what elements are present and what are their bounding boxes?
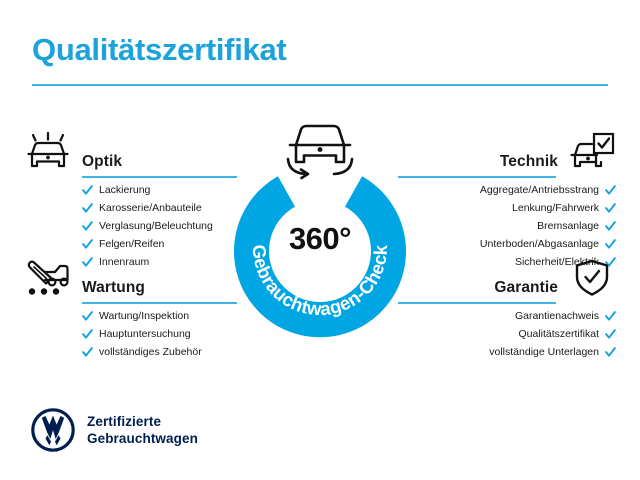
section-wartung: Wartung Wartung/Inspektion Hauptuntersuc… <box>22 256 242 365</box>
list-item: Karosserie/Anbauteile <box>22 203 242 214</box>
list-item-label: Innenraum <box>99 256 150 269</box>
shield-check-icon <box>566 256 618 300</box>
check-mark-icon <box>82 185 93 195</box>
check-mark-icon <box>605 221 616 231</box>
list-item: Wartung/Inspektion <box>22 311 242 322</box>
check-mark-icon <box>605 347 616 357</box>
list-item-label: Garantienachweis <box>514 310 599 323</box>
list-item: Innenraum <box>22 257 242 268</box>
list-item: Verglasung/Beleuchtung <box>22 221 242 232</box>
section-garantie: Garantie Garantienachweis Qualitätszerti… <box>398 256 618 365</box>
list-item: Qualitätszertifikat <box>398 329 618 340</box>
check-mark-icon <box>605 203 616 213</box>
check-mark-icon <box>82 329 93 339</box>
check-list-wartung: Wartung/Inspektion Hauptuntersuchung vol… <box>22 311 242 358</box>
section-title-garantie: Garantie <box>494 279 558 296</box>
list-item-label: Unterboden/Abgasanlage <box>479 238 599 251</box>
list-item-label: vollständiges Zubehör <box>99 346 202 359</box>
section-optik: Optik Lackierung Karosserie/Anbauteile V… <box>22 130 242 275</box>
section-title-wartung: Wartung <box>82 279 145 296</box>
section-title-optik: Optik <box>82 153 123 170</box>
list-item-label: Felgen/Reifen <box>99 238 165 251</box>
check-mark-icon <box>82 257 93 267</box>
list-item-label: Lenkung/Fahrwerk <box>512 202 599 215</box>
list-item-label: Bremsanlage <box>537 220 599 233</box>
check-list-optik: Lackierung Karosserie/Anbauteile Verglas… <box>22 185 242 268</box>
section-divider-garantie <box>398 302 556 304</box>
car-rotation-icon <box>277 118 363 180</box>
section-divider-optik <box>82 176 237 178</box>
page-title: Qualitätszertifikat <box>32 32 287 67</box>
list-item: Lenkung/Fahrwerk <box>398 203 618 214</box>
check-mark-icon <box>82 311 93 321</box>
vw-footer-logo: Zertifizierte Gebrauchtwagen <box>31 408 198 452</box>
check-mark-icon <box>82 347 93 357</box>
car-shine-icon <box>22 130 74 174</box>
check-mark-icon <box>605 239 616 249</box>
check-mark-icon <box>605 257 616 267</box>
car-wrench-icon <box>22 256 74 300</box>
section-divider-wartung <box>82 302 237 304</box>
section-technik: Technik Aggregate/Antriebsstrang <box>398 130 618 275</box>
check-mark-icon <box>605 185 616 195</box>
list-item-label: Aggregate/Antriebsstrang <box>479 184 599 197</box>
check-list-technik: Aggregate/Antriebsstrang Lenkung/Fahrwer… <box>398 185 618 268</box>
list-item: Sicherheit/Elektrik <box>398 257 618 268</box>
list-item: Unterboden/Abgasanlage <box>398 239 618 250</box>
section-title-technik: Technik <box>499 153 558 170</box>
list-item: Hauptuntersuchung <box>22 329 242 340</box>
vw-logo-text-line1: Zertifizierte <box>87 413 162 429</box>
list-item: Garantienachweis <box>398 311 618 322</box>
car-checkbox-icon <box>566 130 618 174</box>
check-mark-icon <box>82 203 93 213</box>
list-item-label: Hauptuntersuchung <box>99 328 191 341</box>
list-item-label: Sicherheit/Elektrik <box>514 256 599 269</box>
list-item-label: vollständige Unterlagen <box>489 346 599 359</box>
list-item: Lackierung <box>22 185 242 196</box>
list-item: vollständiges Zubehör <box>22 347 242 358</box>
badge-center-label: 360° <box>288 221 352 256</box>
vw-logo-text: Zertifizierte Gebrauchtwagen <box>87 413 198 448</box>
check-list-garantie: Garantienachweis Qualitätszertifikat vol… <box>398 311 618 358</box>
list-item: vollständige Unterlagen <box>398 347 618 358</box>
check-mark-icon <box>82 239 93 249</box>
list-item-label: Qualitätszertifikat <box>518 328 599 341</box>
section-divider-technik <box>398 176 556 178</box>
list-item-label: Lackierung <box>99 184 151 197</box>
list-item-label: Wartung/Inspektion <box>99 310 190 323</box>
title-divider <box>32 84 608 86</box>
check-mark-icon <box>82 221 93 231</box>
check-mark-icon <box>605 311 616 321</box>
vw-logo-text-line2: Gebrauchtwagen <box>87 431 198 446</box>
list-item: Aggregate/Antriebsstrang <box>398 185 618 196</box>
list-item-label: Karosserie/Anbauteile <box>99 202 202 215</box>
list-item-label: Verglasung/Beleuchtung <box>99 220 213 233</box>
badge-360-gebrauchtwagen-check: Gebrauchtwagen-Check 360° <box>227 124 413 341</box>
list-item: Felgen/Reifen <box>22 239 242 250</box>
list-item: Bremsanlage <box>398 221 618 232</box>
badge-ring <box>234 176 406 338</box>
vw-logo-icon <box>31 408 75 452</box>
check-mark-icon <box>605 329 616 339</box>
